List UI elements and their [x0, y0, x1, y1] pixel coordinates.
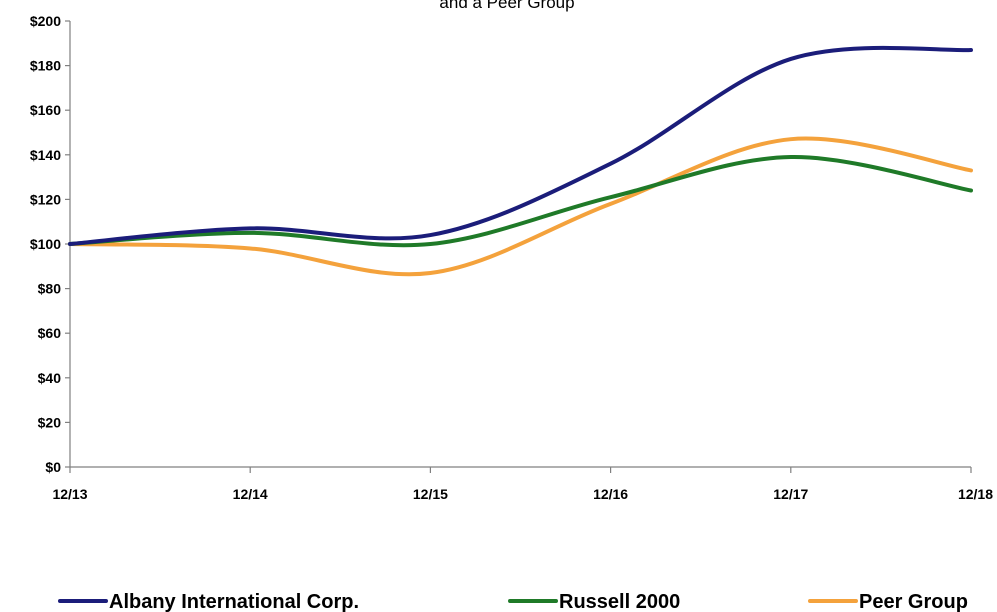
y-tick-label: $20	[38, 414, 62, 430]
legend-label: Peer Group	[859, 591, 968, 612]
y-tick-label: $120	[30, 191, 61, 207]
legend: Albany International Corp. Russell 2000 Pe…	[58, 591, 968, 612]
series-lines	[68, 45, 973, 277]
series-line-peer-group	[68, 136, 973, 277]
legend-label: Albany International Corp.	[109, 591, 359, 612]
y-tick-label: $100	[30, 236, 61, 252]
x-tick-label: 12/17	[773, 486, 808, 502]
x-tick-label: 12/15	[413, 486, 448, 502]
x-tick-label: 12/18	[958, 486, 993, 502]
x-tick-label: 12/16	[593, 486, 628, 502]
series-line-russell-2000	[68, 155, 973, 248]
y-tick-label: $140	[30, 147, 61, 163]
y-tick-label: $180	[30, 58, 61, 74]
series-line-albany-international-corp	[68, 45, 973, 246]
y-tick-label: $160	[30, 102, 61, 118]
y-axis: $0 $20 $40 $60 $80 $100 $120 $140 $160 $180 $200	[30, 13, 71, 475]
y-tick-label: $60	[38, 325, 62, 341]
y-tick-label: $200	[30, 13, 61, 29]
y-tick-label: $80	[38, 281, 62, 297]
y-tick-label: $0	[45, 459, 61, 475]
y-tick-label: $40	[38, 370, 62, 386]
chart-title: and a Peer Group	[439, 0, 574, 12]
legend-label: Russell 2000	[559, 591, 680, 612]
x-tick-label: 12/13	[52, 486, 87, 502]
x-axis: 12/13 12/14 12/15 12/16 12/17 12/18	[52, 466, 993, 502]
x-tick-label: 12/14	[233, 486, 268, 502]
